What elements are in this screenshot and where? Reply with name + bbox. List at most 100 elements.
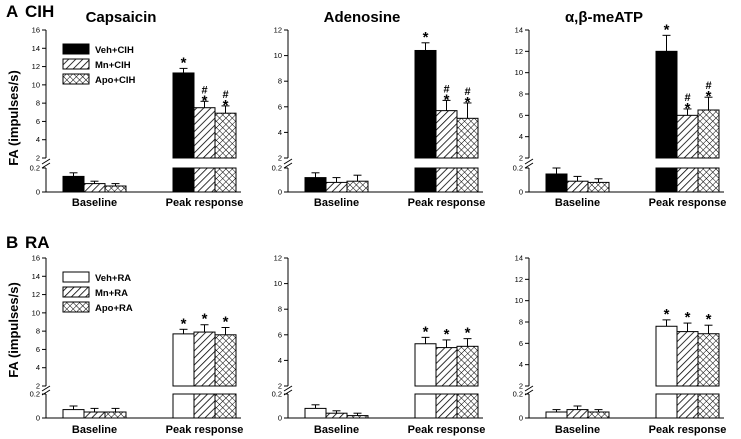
bar (62, 409, 85, 419)
bar (676, 331, 699, 387)
hash-marker: # (464, 86, 470, 98)
bar (456, 117, 479, 159)
x-category-label: Baseline (555, 197, 600, 209)
legend-swatch (62, 301, 90, 313)
column-title-meatp: α,β-meATP (565, 9, 643, 26)
axis-break-mark (524, 162, 534, 169)
bar-segment-lower (456, 167, 479, 193)
bar (193, 107, 216, 159)
y-tick-label: 12 (274, 254, 282, 263)
y-tick-label: 12 (274, 26, 282, 35)
legend-label: Apo+RA (95, 303, 133, 314)
y-tick-label: 6 (519, 111, 523, 120)
y-tick-label: 10 (274, 279, 282, 288)
x-category-label: Baseline (314, 197, 359, 209)
bar (62, 175, 85, 193)
y-tick-label: 12 (32, 290, 40, 299)
bar-segment-lower (435, 393, 458, 419)
bar-segment-lower (214, 167, 237, 193)
y-tick-label: 2 (36, 154, 40, 163)
legend-swatch (62, 73, 90, 85)
y-tick-label: 6 (278, 330, 282, 339)
x-category-label: Peak response (166, 197, 244, 209)
y-tick-label: 4 (519, 132, 523, 141)
y-tick-label: 0.2 (30, 390, 40, 399)
y-tick-label: 16 (32, 26, 40, 35)
significance-marker: * (444, 326, 450, 343)
column-title-capsaicin: Capsaicin (86, 9, 157, 26)
hash-marker: # (222, 89, 228, 101)
chart-ra-3: 2 4 6 8 10 12 14 0 0.2 * * * Baseline Peak response (513, 254, 727, 437)
y-tick-label: 2 (36, 382, 40, 391)
y-tick-label: 2 (278, 382, 282, 391)
bar (414, 343, 437, 387)
y-tick-label: 4 (278, 128, 282, 137)
axis-break-mark (283, 385, 293, 392)
x-category-label: Baseline (555, 424, 600, 436)
y-tick-label: 8 (519, 318, 523, 327)
y-tick-label: 10 (32, 308, 40, 317)
bar (456, 345, 479, 387)
y-tick-label: 12 (515, 47, 523, 56)
y-tick-label: 10 (274, 51, 282, 60)
panel-name-ra: RA (25, 233, 50, 252)
legend-swatch (62, 271, 90, 283)
panel-letter-a: A (6, 2, 18, 21)
bar (697, 109, 720, 159)
bar-segment-lower (655, 167, 678, 193)
bar-segment-lower (676, 167, 699, 193)
bar (587, 411, 610, 419)
y-tick-label: 4 (278, 356, 282, 365)
bar (172, 72, 195, 159)
bar (545, 411, 568, 419)
bar (104, 185, 127, 193)
axis-break-mark (524, 158, 534, 165)
bar (697, 333, 720, 387)
significance-marker: * (664, 306, 670, 323)
significance-marker: * (202, 311, 208, 328)
bar (172, 333, 195, 387)
y-tick-label: 0 (278, 414, 282, 423)
y-axis-label-bottom: FA (impulses/s) (6, 282, 21, 378)
bar (346, 415, 369, 419)
y-tick-label: 4 (519, 360, 523, 369)
axis-break-mark (41, 158, 51, 165)
hash-marker: # (705, 80, 711, 92)
bar (655, 50, 678, 159)
y-tick-label: 12 (32, 62, 40, 71)
y-tick-label: 0.2 (513, 164, 523, 173)
bar (545, 173, 568, 193)
hash-marker: # (684, 92, 690, 104)
bar-segment-lower (214, 393, 237, 419)
bar (435, 110, 458, 159)
bar (304, 177, 327, 193)
y-tick-label: 2 (519, 382, 523, 391)
bar-segment-lower (193, 167, 216, 193)
y-tick-label: 10 (515, 296, 523, 305)
bar (676, 114, 699, 159)
x-category-label: Baseline (72, 197, 117, 209)
y-tick-label: 14 (32, 44, 40, 53)
axis-break-mark (524, 385, 534, 392)
y-tick-label: 0 (519, 188, 523, 197)
bar-segment-lower (414, 167, 437, 193)
significance-marker: * (423, 29, 429, 46)
bar-segment-lower (414, 393, 437, 419)
y-tick-label: 14 (515, 254, 523, 263)
bar-segment-lower (435, 167, 458, 193)
y-tick-label: 8 (36, 99, 40, 108)
axis-break-mark (283, 158, 293, 165)
legend-swatch (62, 286, 90, 298)
panel-name-cih: CIH (25, 2, 54, 21)
significance-marker: * (223, 97, 229, 114)
y-tick-label: 10 (515, 68, 523, 77)
axis-break-mark (41, 162, 51, 169)
bar (566, 409, 589, 419)
y-tick-label: 0.2 (30, 164, 40, 173)
y-tick-label: 4 (36, 363, 40, 372)
legend-label: Veh+RA (95, 273, 131, 284)
